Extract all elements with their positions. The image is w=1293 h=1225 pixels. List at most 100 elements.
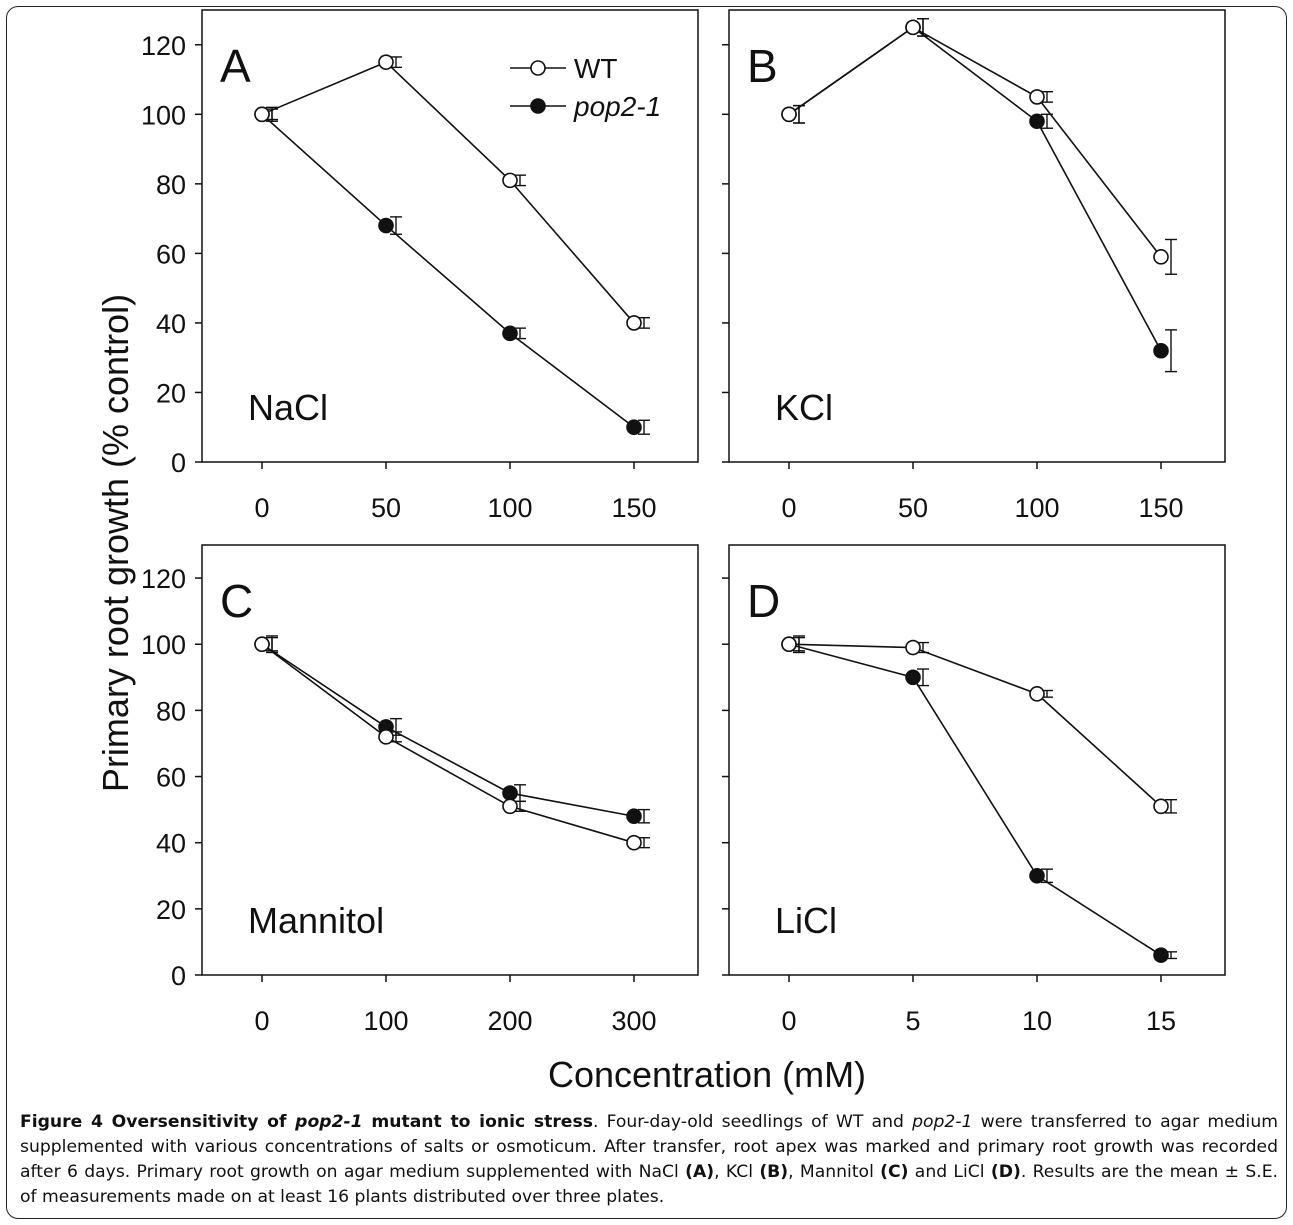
data-point-pop2-1 — [905, 669, 921, 686]
y-tick-label: 120 — [141, 31, 186, 61]
legend-label-wt: WT — [574, 53, 618, 84]
y-tick-label: 80 — [156, 696, 186, 726]
x-tick-label: 0 — [254, 1006, 269, 1036]
caption-ref-c: (C) — [880, 1162, 909, 1182]
data-point-wt — [502, 172, 518, 189]
panel-b: 0 50 100 150 B KCl — [722, 9, 1226, 523]
caption-gene: pop2-1 — [912, 1112, 973, 1132]
x-axis-label: Concentration (mM) — [548, 1054, 866, 1095]
legend-marker-wt — [530, 60, 546, 76]
x-tick-label: 150 — [1138, 493, 1183, 523]
plot-frame — [201, 544, 699, 976]
x-tick-label: 10 — [1022, 1006, 1052, 1036]
x-tick-label: 0 — [781, 493, 796, 523]
caption-text: were transferred to agar medium suppleme… — [20, 1112, 1278, 1182]
treatment-label: KCl — [775, 387, 833, 428]
y-axis-label: Primary root growth (% control) — [95, 294, 136, 792]
figure-caption: Figure 4 Oversensitivity of pop2-1 mutan… — [20, 1110, 1278, 1210]
series-line-wt — [261, 643, 635, 844]
x-tick-label: 300 — [611, 1006, 656, 1036]
x-tick-label: 100 — [363, 1006, 408, 1036]
legend-label-pop2-1: pop2-1 — [573, 91, 661, 122]
y-tick-label: 100 — [141, 100, 186, 130]
x-tick-label: 0 — [254, 493, 269, 523]
y-tick-label: 20 — [156, 378, 186, 408]
data-point-pop2-1 — [1153, 947, 1169, 963]
x-tick-label: 100 — [1014, 493, 1059, 523]
caption-ref-d: (D) — [990, 1162, 1021, 1182]
data-point-pop2-1 — [502, 785, 518, 801]
treatment-label: Mannitol — [248, 900, 384, 941]
data-point-wt — [1153, 249, 1169, 265]
data-point-wt — [1029, 89, 1045, 105]
data-point-wt — [502, 798, 518, 815]
y-tick-label: 40 — [156, 309, 186, 339]
panel-letter: D — [747, 575, 780, 627]
data-point-pop2-1 — [1029, 867, 1045, 884]
x-tick-label: 200 — [487, 1006, 532, 1036]
y-tick-label: 0 — [171, 448, 186, 478]
series-line-pop2-1 — [261, 643, 635, 818]
data-point-pop2-1 — [1029, 113, 1045, 130]
y-tick-label: 60 — [156, 239, 186, 269]
caption-ref-a: (A) — [685, 1162, 715, 1182]
panel-letter: A — [220, 40, 251, 92]
data-point-pop2-1 — [1153, 342, 1169, 359]
panel-letter: B — [747, 40, 778, 92]
caption-title-end: mutant to ionic stress — [362, 1112, 593, 1132]
legend-marker-pop2-1 — [530, 98, 546, 114]
caption-text: , Mannitol — [788, 1162, 881, 1182]
series-line-pop2-1 — [788, 643, 1162, 956]
treatment-label: NaCl — [248, 387, 328, 428]
figure-frame — [6, 6, 1287, 1219]
caption-title-start: Figure 4 Oversensitivity of — [20, 1112, 296, 1132]
data-point-wt — [1153, 798, 1169, 815]
data-point-pop2-1 — [502, 325, 518, 342]
data-point-wt — [1029, 686, 1045, 702]
caption-text: , KCl — [714, 1162, 760, 1182]
y-tick-label: 0 — [171, 961, 186, 991]
caption-text: . Results are the mean ± S.E. of measure… — [20, 1162, 1279, 1207]
x-tick-label: 50 — [898, 493, 928, 523]
y-tick-label: 20 — [156, 895, 186, 925]
series-line-wt — [788, 26, 1162, 258]
x-tick-label: 15 — [1146, 1006, 1176, 1036]
y-tick-label: 100 — [141, 630, 186, 660]
figure-svg: Primary root growth (% control) Concentr… — [95, 9, 1226, 1095]
plot-frame — [728, 544, 1226, 976]
series-line-wt — [261, 61, 635, 324]
data-point-wt — [254, 636, 270, 653]
data-point-wt — [781, 636, 797, 653]
panel-c: 0 20 40 60 80 100 120 0 100 200 300 C Mannitol — [141, 544, 699, 1036]
caption-ref-b: (B) — [759, 1162, 789, 1182]
x-tick-label: 0 — [781, 1006, 796, 1036]
y-tick-label: 80 — [156, 170, 186, 200]
y-tick-label: 60 — [156, 763, 186, 793]
series-line-pop2-1 — [261, 113, 635, 428]
plot-frame — [728, 9, 1226, 463]
data-point-pop2-1 — [378, 217, 394, 234]
data-point-wt — [905, 19, 921, 36]
y-tick-label: 40 — [156, 829, 186, 859]
data-point-wt — [626, 315, 642, 331]
treatment-label: LiCl — [775, 900, 837, 941]
panel-d: 0 5 10 15 D LiCl — [722, 544, 1226, 1036]
caption-text: . Four-day-old seedlings of WT and — [592, 1112, 913, 1132]
x-tick-label: 5 — [905, 1006, 920, 1036]
series-line-wt — [788, 643, 1162, 807]
data-point-wt — [781, 106, 797, 123]
y-tick-label: 120 — [141, 564, 186, 594]
data-point-wt — [378, 729, 394, 745]
data-point-wt — [905, 639, 921, 656]
data-point-pop2-1 — [626, 419, 642, 436]
data-point-wt — [254, 106, 270, 123]
data-point-wt — [626, 834, 642, 851]
x-tick-label: 100 — [487, 493, 532, 523]
x-tick-label: 150 — [611, 493, 656, 523]
caption-title-gene: pop2-1 — [295, 1112, 363, 1132]
plot-frame — [201, 9, 699, 463]
caption-text: and LiCl — [908, 1162, 991, 1182]
data-point-wt — [378, 54, 394, 70]
x-tick-label: 50 — [371, 493, 401, 523]
